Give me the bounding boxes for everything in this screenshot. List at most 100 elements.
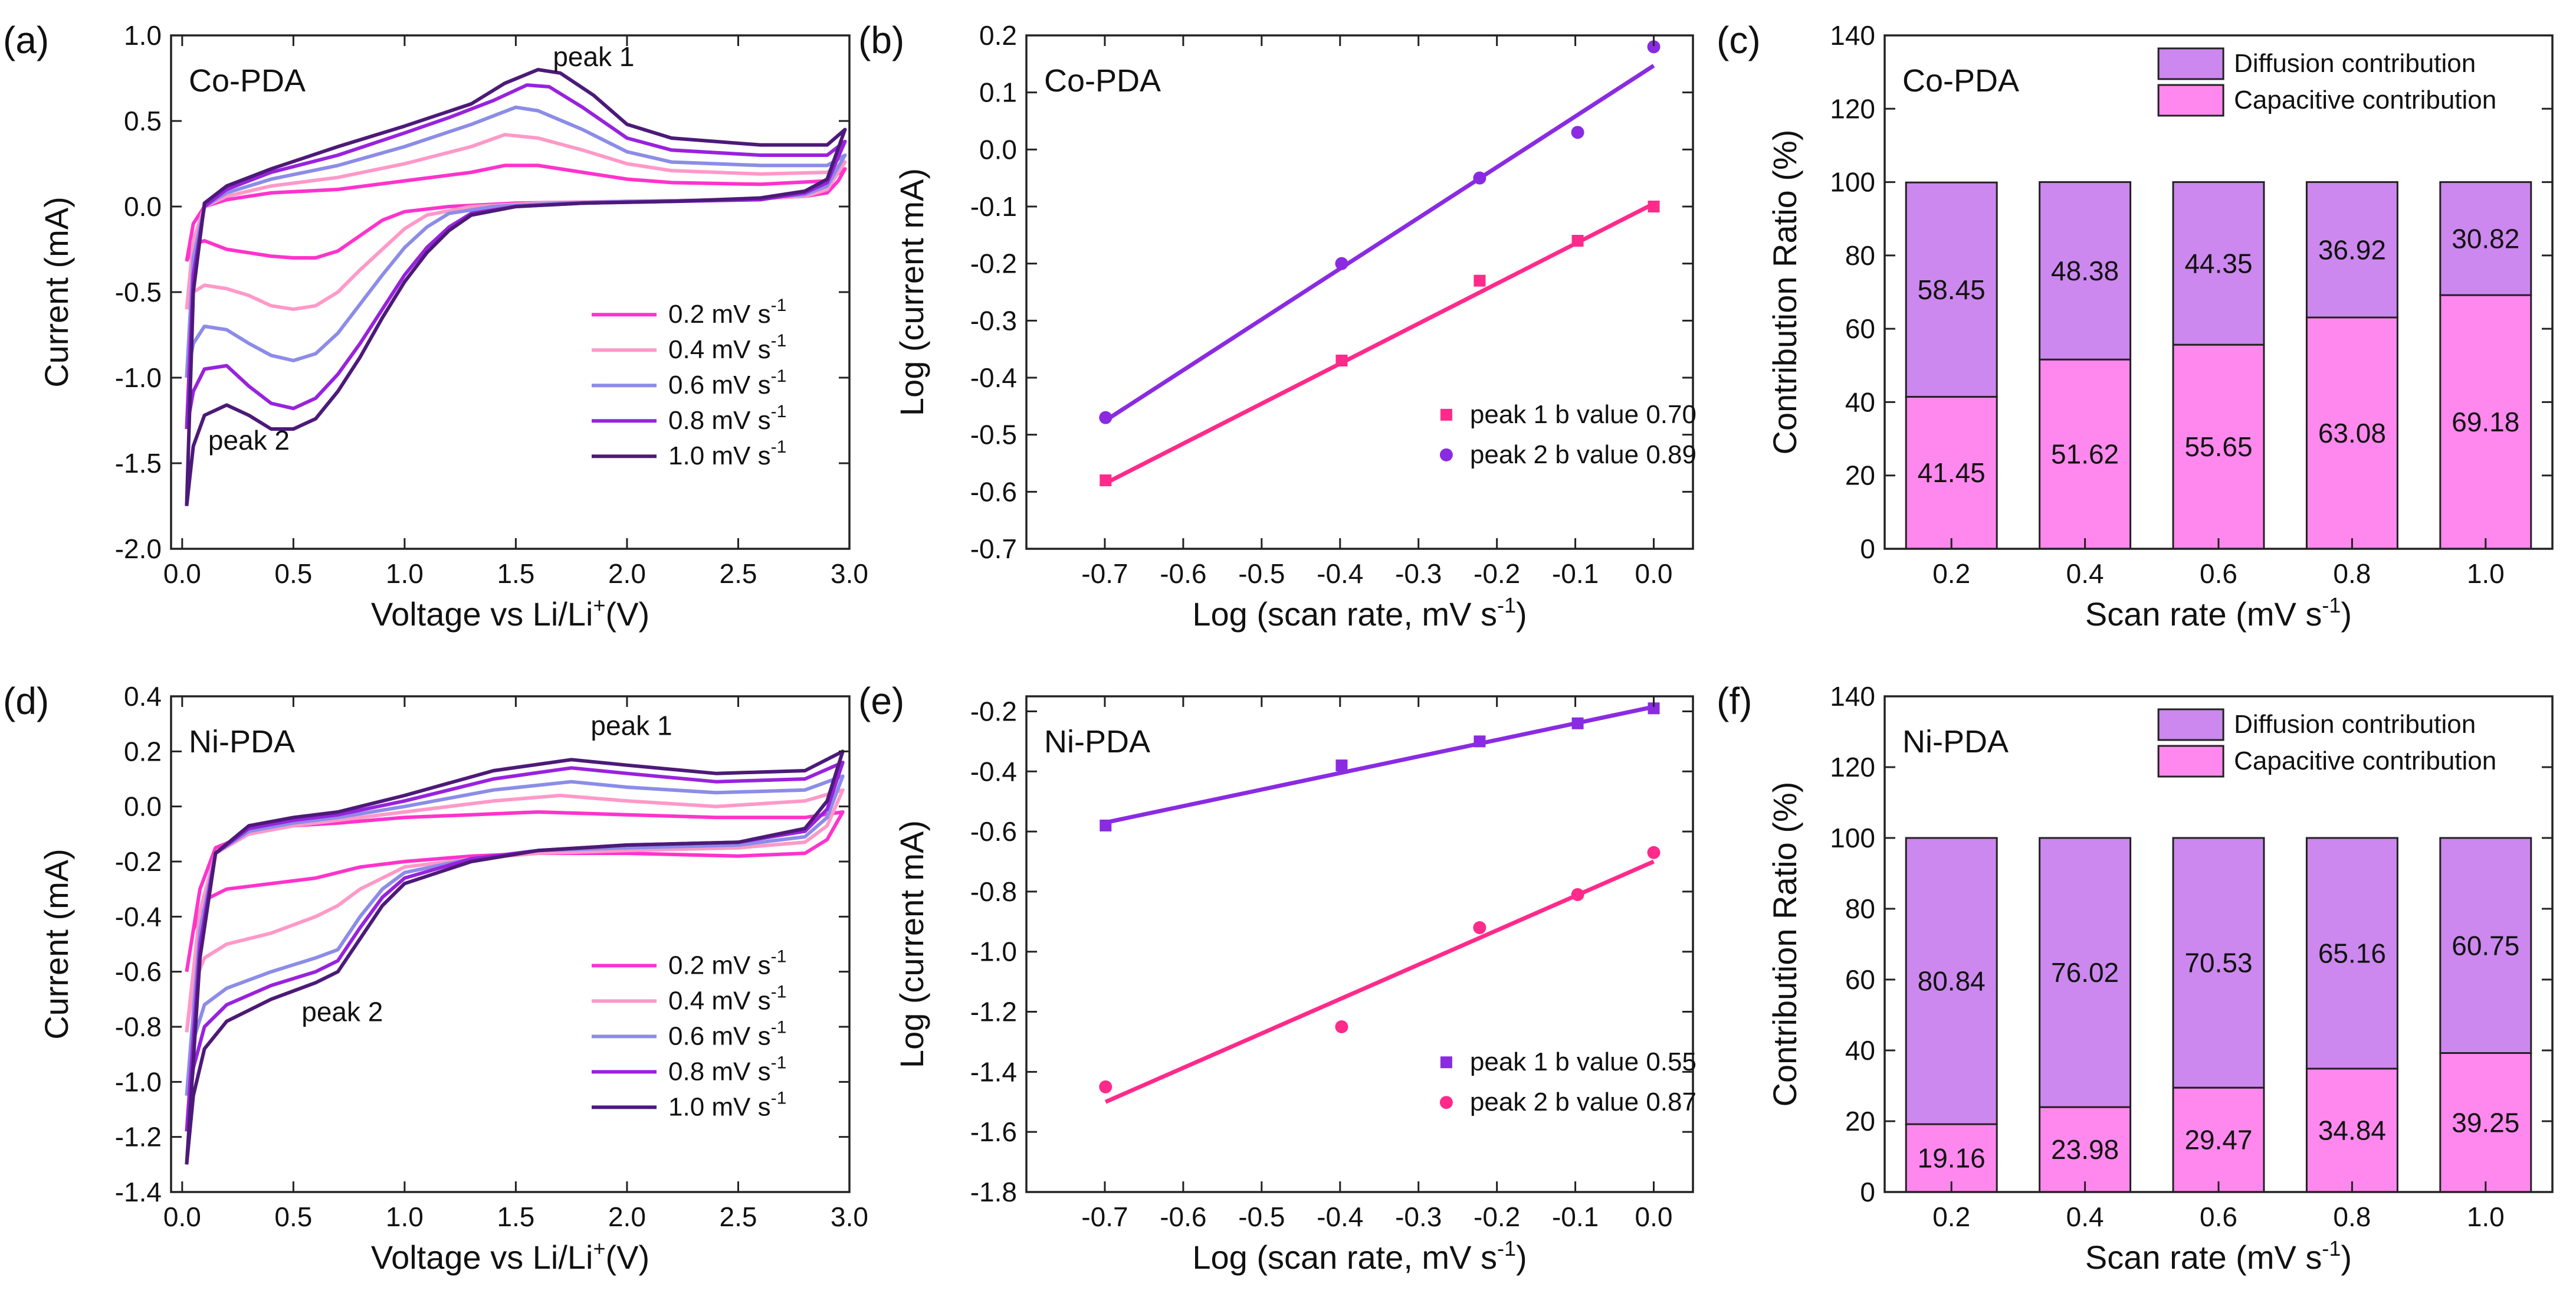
x-axis-label-sup: -1 xyxy=(2322,1236,2341,1260)
point-peak-2 xyxy=(1647,846,1661,859)
x-tick-label: 0.8 xyxy=(2333,558,2371,589)
x-tick-label: 0.5 xyxy=(274,558,312,589)
y-tick-label: -0.4 xyxy=(970,362,1017,393)
legend: Diffusion contribution Capacitive contrib… xyxy=(2157,47,2496,117)
data-label-diffusion-0.6: 70.53 xyxy=(2184,948,2252,978)
legend-entry: Diffusion contribution xyxy=(2234,710,2476,739)
y-tick-label: 140 xyxy=(1830,681,1875,712)
point-peak-2 xyxy=(1571,888,1584,901)
y-tick-label: 0.2 xyxy=(124,736,162,767)
legend-entry-text: 0.2 mV s xyxy=(668,951,771,980)
x-tick-label: 0.2 xyxy=(1932,558,1970,589)
data-label-diffusion-0.4: 76.02 xyxy=(2051,957,2119,988)
point-peak-1 xyxy=(1335,355,1348,366)
legend-entry: Capacitive contribution xyxy=(2234,86,2496,114)
y-tick-label: 80 xyxy=(1845,240,1875,271)
legend-entry: 0.6 mV s-1 xyxy=(668,1017,786,1050)
sample-label: Co-PDA xyxy=(1902,63,2019,99)
bar-diffusion-0.8 xyxy=(2305,181,2398,319)
x-axis-label-tail: (V) xyxy=(606,1239,650,1276)
point-peak-2 xyxy=(1099,411,1113,424)
y-tick-label: -0.1 xyxy=(970,191,1017,222)
y-axis-label: Current (mA) xyxy=(38,849,75,1040)
panel-a: -2.0 -1.5 -1.0 -0.5 0.0 0.5 1.0 0.0 0.5 1.0 1.5 2.0… xyxy=(3,19,868,633)
legend-marker xyxy=(1440,408,1452,421)
y-tick-label: 0.5 xyxy=(124,106,162,136)
legend-entry-sup: -1 xyxy=(771,366,787,386)
data-label-capacitive-0.8: 34.84 xyxy=(2318,1115,2386,1145)
legend-entry: 0.8 mV s-1 xyxy=(668,1053,786,1086)
y-tick-label: -0.8 xyxy=(115,1011,162,1042)
x-tick-label: -0.3 xyxy=(1395,1201,1442,1232)
x-axis-label-tail: (V) xyxy=(606,595,650,633)
legend-entry-sup: -1 xyxy=(771,296,787,315)
data-label-diffusion-0.8: 36.92 xyxy=(2318,234,2386,265)
x-tick-label: 0.0 xyxy=(163,1201,201,1232)
bar-diffusion-1.0 xyxy=(2439,181,2532,296)
point-peak-1 xyxy=(1648,201,1660,212)
y-tick-label: -1.0 xyxy=(970,936,1017,967)
x-axis-label-tail: ) xyxy=(1516,595,1527,633)
y-tick-label: -1.5 xyxy=(115,448,162,479)
annotation-peak-1: peak 1 xyxy=(590,710,672,741)
x-tick-label: 0.0 xyxy=(1635,558,1673,589)
bar-diffusion-0.4 xyxy=(2039,181,2132,361)
bar-diffusion-0.6 xyxy=(2172,181,2265,346)
data-label-capacitive-0.2: 19.16 xyxy=(1918,1143,1986,1174)
panel-c: 41.45 58.45 51.62 48.38 55.65 44.35 63.08 36.92… xyxy=(1717,19,2554,633)
legend-entry: 0.6 mV s-1 xyxy=(668,366,786,400)
legend-entry-sup: -1 xyxy=(771,402,787,421)
legend: 0.2 mV s-10.4 mV s-10.6 mV s-10.8 mV s-1… xyxy=(592,296,786,470)
data-label-capacitive-0.6: 29.47 xyxy=(2184,1125,2252,1155)
y-tick-label: -0.6 xyxy=(970,476,1017,507)
legend-entry: peak 2 b value 0.89 xyxy=(1470,440,1696,469)
y-tick-label: -1.2 xyxy=(970,997,1017,1027)
panel-e: -1.8 -1.6 -1.4 -1.2 -1.0 -0.8 -0.6 -0.4 -0.2 -0.7… xyxy=(858,680,1696,1276)
point-peak-2 xyxy=(1335,257,1348,270)
point-peak-1 xyxy=(1571,235,1584,247)
point-peak-2 xyxy=(1473,171,1486,185)
legend-entry: Capacitive contribution xyxy=(2234,746,2496,775)
legend-entry-sup: -1 xyxy=(771,437,787,457)
x-axis-label-main: Log (scan rate, mV s xyxy=(1192,595,1497,633)
series-group xyxy=(1099,40,1661,486)
y-tick-label: 60 xyxy=(1845,964,1875,995)
data-label-diffusion-0.6: 44.35 xyxy=(2184,248,2252,279)
y-tick-label: -0.2 xyxy=(970,696,1017,726)
data-label-diffusion-1.0: 30.82 xyxy=(2452,223,2519,254)
x-tick-label: -0.6 xyxy=(1160,1201,1206,1232)
y-tick-label: 40 xyxy=(1845,387,1875,417)
panel-label: (e) xyxy=(858,680,904,722)
x-tick-label: 3.0 xyxy=(831,558,868,589)
cv-curve-06 xyxy=(185,774,845,1096)
legend-entry-sup: -1 xyxy=(771,331,787,351)
x-tick-label: -0.1 xyxy=(1552,1201,1599,1232)
x-axis-label-main: Log (scan rate, mV s xyxy=(1192,1239,1497,1276)
point-peak-2 xyxy=(1473,921,1486,934)
data-label-diffusion-0.4: 48.38 xyxy=(2051,256,2119,286)
plot-frame xyxy=(170,34,851,550)
legend-entry: 0.2 mV s-1 xyxy=(668,947,786,980)
y-tick-label: 0.0 xyxy=(124,791,162,822)
x-tick-label: -0.2 xyxy=(1474,558,1520,589)
legend-entry-text: 0.8 mV s xyxy=(668,1057,771,1086)
plot-frame xyxy=(170,695,851,1193)
x-axis-label: Scan rate (mV s-1) xyxy=(2085,1236,2352,1276)
bar-capacitive-0.6 xyxy=(2172,343,2265,550)
legend-marker xyxy=(1440,1056,1452,1069)
y-tick-label: 80 xyxy=(1845,893,1875,924)
sample-label: Ni-PDA xyxy=(1044,724,1150,759)
data-label-capacitive-0.6: 55.65 xyxy=(2184,431,2252,462)
sample-label: Ni-PDA xyxy=(1902,724,2009,759)
x-tick-label: 1.0 xyxy=(2467,1201,2505,1232)
y-tick-label: -0.2 xyxy=(115,846,162,877)
bar-diffusion-0.2 xyxy=(1905,837,1998,1125)
x-tick-label: 2.5 xyxy=(719,558,757,589)
point-peak-1 xyxy=(1100,819,1112,831)
bar-diffusion-0.6 xyxy=(2172,837,2265,1089)
x-tick-label: 0.6 xyxy=(2200,558,2237,589)
y-tick-label: -1.6 xyxy=(970,1116,1017,1147)
x-tick-label: 1.5 xyxy=(497,1201,534,1232)
y-tick-label: -1.0 xyxy=(115,362,162,393)
